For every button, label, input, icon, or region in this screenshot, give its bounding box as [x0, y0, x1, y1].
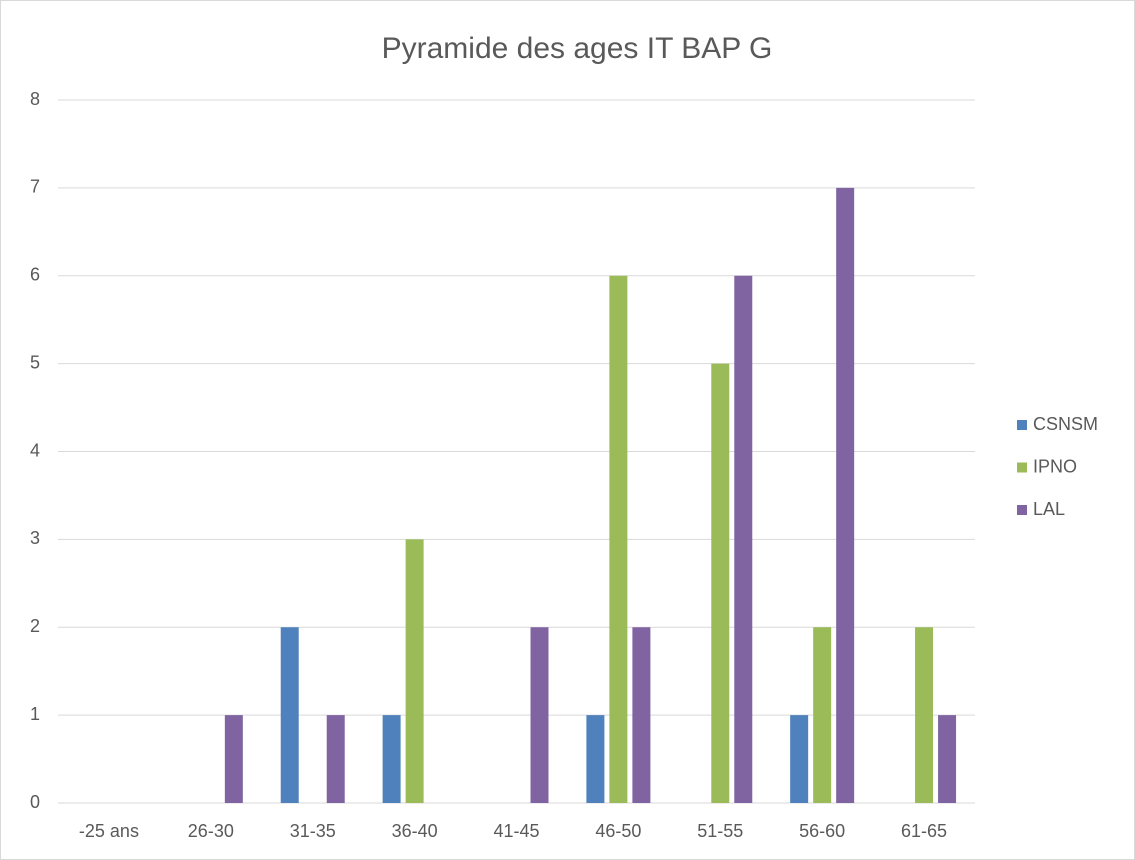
y-tick-label: 4 — [30, 440, 40, 460]
y-tick-label: 7 — [30, 177, 40, 197]
bar — [224, 715, 243, 803]
legend-swatch — [1017, 462, 1027, 473]
legend-swatch — [1017, 420, 1027, 430]
bar — [632, 627, 651, 803]
y-tick-label: 8 — [30, 89, 40, 109]
y-tick-label: 1 — [30, 704, 40, 724]
y-tick-label: 6 — [30, 265, 40, 285]
bar — [915, 627, 934, 803]
bar — [711, 363, 730, 803]
bar — [790, 715, 809, 803]
legend-swatch — [1017, 505, 1027, 515]
y-tick-label: 3 — [30, 528, 40, 548]
x-tick-label: 26-30 — [188, 821, 234, 841]
x-tick-label: 61-65 — [901, 821, 947, 841]
x-tick-label: 41-45 — [493, 821, 539, 841]
bar — [586, 715, 605, 803]
x-tick-label: -25 ans — [79, 821, 139, 841]
legend-label: IPNO — [1033, 456, 1077, 476]
y-tick-label: 2 — [30, 616, 40, 636]
bar — [280, 627, 299, 803]
x-tick-label: 56-60 — [799, 821, 845, 841]
bar — [836, 187, 855, 803]
y-tick-label: 0 — [30, 792, 40, 812]
bar — [734, 275, 753, 803]
bar — [938, 715, 957, 803]
x-tick-label: 31-35 — [290, 821, 336, 841]
chart-title: Pyramide des ages IT BAP G — [382, 32, 773, 65]
bar — [813, 627, 832, 803]
bar — [382, 715, 401, 803]
legend-label: CSNSM — [1033, 414, 1098, 434]
y-tick-label: 5 — [30, 352, 40, 372]
bar — [405, 539, 424, 803]
x-tick-label: 46-50 — [595, 821, 641, 841]
x-tick-label: 51-55 — [697, 821, 743, 841]
bar — [530, 627, 549, 803]
bar — [326, 715, 345, 803]
x-tick-label: 36-40 — [392, 821, 438, 841]
bar — [609, 275, 628, 803]
legend-label: LAL — [1033, 499, 1065, 519]
